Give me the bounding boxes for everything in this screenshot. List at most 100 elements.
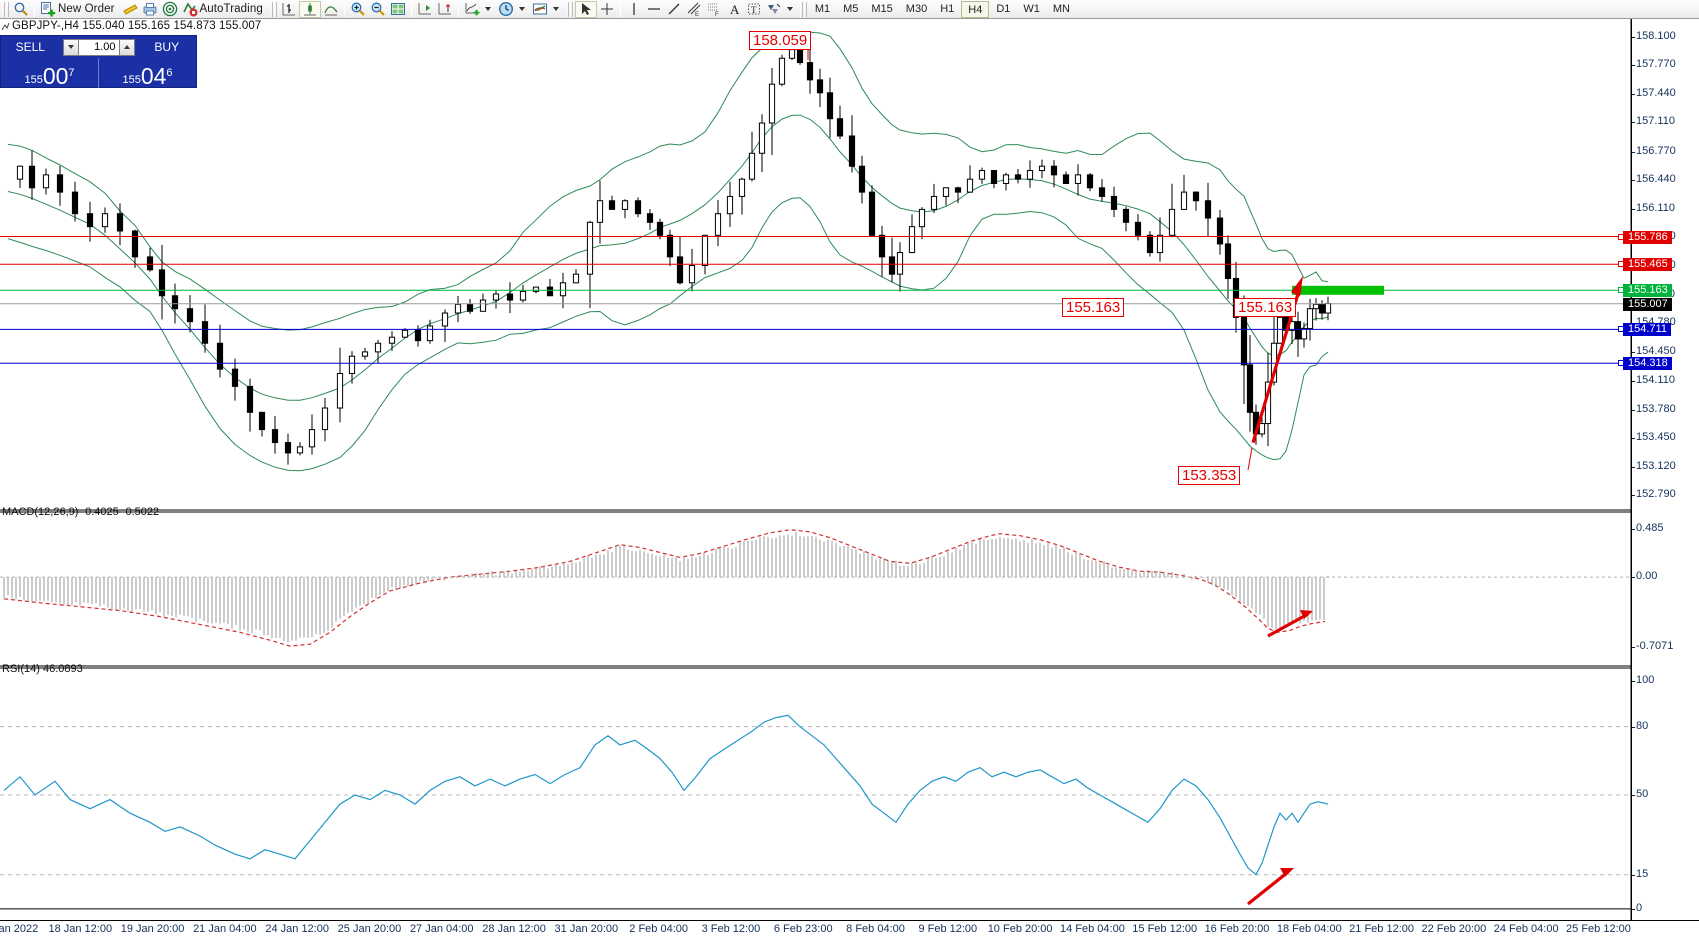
toolbar-separator-5 (619, 1, 621, 17)
price-level-label-resistance[interactable]: 155.786 (1618, 230, 1672, 244)
chevron-down-icon-2[interactable] (518, 7, 525, 11)
price-level-label-resistance[interactable]: 155.465 (1618, 258, 1672, 272)
buy-button[interactable]: BUY (137, 36, 196, 58)
time-tick: 18 Feb 04:00 (1276, 923, 1342, 935)
navigator-icon[interactable] (160, 1, 180, 18)
price-level-value: 154.711 (1628, 323, 1667, 336)
horizontal-line-button[interactable] (644, 1, 664, 18)
bollinger-middle-band (7, 114, 1329, 401)
price-tick: 154.110 (1632, 374, 1675, 387)
new-order-button[interactable]: New Order (38, 1, 120, 18)
candlestick-chart-button[interactable] (298, 0, 321, 18)
price-level-label-target[interactable]: 155.163 (1618, 284, 1672, 298)
cursor-tool-button[interactable] (574, 0, 597, 18)
trendline-button[interactable] (664, 1, 684, 18)
price-tick: 157.440 (1632, 86, 1676, 99)
level-handle[interactable] (1618, 233, 1624, 240)
price-level-label-support[interactable]: 154.711 (1618, 323, 1671, 337)
level-handle[interactable] (1618, 360, 1624, 367)
rsi-scale-tick: 80 (1631, 719, 1649, 732)
timeframe-mn-button[interactable]: MN (1052, 2, 1070, 15)
annotation-swing-high[interactable]: 158.059 (749, 31, 812, 50)
chevron-down-icon-4[interactable] (786, 7, 793, 11)
time-tick: 6 Feb 23:00 (773, 923, 833, 935)
timeframe-group: M1 M5 M15 M30 H1 H4 D1 W1 MN (809, 0, 1076, 18)
time-tick: 24 Jan 12:00 (265, 923, 329, 935)
time-scale[interactable]: 17 Jan 2022 18 Jan 12:00 19 Jan 20:00 21 Ja… (0, 920, 1699, 939)
time-tick: 9 Feb 12:00 (918, 923, 978, 935)
fibonacci-button[interactable]: F (704, 1, 724, 18)
timeframe-h1-button[interactable]: H1 (940, 2, 955, 15)
annotation-target-right[interactable]: 155.163 (1234, 298, 1297, 317)
vertical-line-button[interactable] (624, 1, 644, 18)
templates-button[interactable] (530, 1, 564, 18)
period-button[interactable] (496, 1, 530, 18)
bullish-arrow-rsi (1247, 870, 1289, 906)
toolbar-grip-3[interactable] (565, 1, 573, 17)
time-tick: 19 Jan 20:00 (120, 923, 185, 935)
volume-stepper[interactable]: 1.00 (59, 36, 138, 58)
macd-scale-tick: -0.7071 (1631, 639, 1674, 652)
data-window-icon[interactable] (140, 1, 160, 18)
time-tick: 14 Feb 04:00 (1059, 923, 1125, 935)
add-indicator-button[interactable] (462, 1, 496, 18)
volume-input[interactable]: 1.00 (78, 38, 119, 56)
open-chart-icon[interactable] (11, 1, 31, 18)
zoom-in-button[interactable] (348, 1, 368, 18)
annotation-target-mid[interactable]: 155.163 (1062, 298, 1125, 317)
bar-chart-button[interactable] (279, 1, 299, 18)
line-chart-button[interactable] (321, 1, 341, 18)
level-handle[interactable] (1618, 287, 1624, 294)
time-tick: 25 Feb 12:00 (1566, 923, 1631, 935)
add-indicator-icon (464, 1, 480, 17)
toolbar-grip-4[interactable] (799, 1, 807, 17)
timeframe-w1-button[interactable]: W1 (1023, 2, 1040, 15)
crosshair-tool-button[interactable] (597, 1, 617, 18)
svg-text:T: T (751, 5, 757, 15)
timeframe-h4-button[interactable]: H4 (961, 0, 990, 18)
candlestick-chart-icon (302, 1, 318, 17)
buy-price[interactable]: 155 04 6 (99, 58, 196, 88)
toolbar-separator-3 (410, 1, 412, 17)
sell-price-pip: 7 (68, 67, 75, 79)
timeframe-m15-button[interactable]: M15 (871, 2, 893, 15)
volume-decrement-button[interactable] (62, 38, 79, 56)
level-handle[interactable] (1618, 261, 1624, 268)
level-handle[interactable] (1618, 326, 1624, 333)
timeframe-d1-button[interactable]: D1 (996, 2, 1011, 15)
market-watch-icon[interactable] (120, 1, 140, 18)
target-zone-highlight[interactable] (1292, 285, 1384, 295)
chevron-down-icon[interactable] (484, 7, 491, 11)
time-tick: 31 Jan 20:00 (554, 923, 619, 935)
timeframe-m5-button[interactable]: M5 (843, 2, 859, 15)
annotation-swing-low[interactable]: 153.353 (1178, 466, 1241, 485)
tile-windows-button[interactable] (388, 1, 408, 18)
price-level-label-current-price[interactable]: 155.007 (1623, 297, 1672, 311)
tile-windows-icon (390, 1, 406, 17)
price-tick: 157.110 (1632, 115, 1675, 128)
zoom-out-button[interactable] (368, 1, 388, 18)
timeframe-m30-button[interactable]: M30 (905, 2, 928, 15)
shapes-button[interactable] (764, 1, 798, 18)
autotrading-button[interactable]: AutoTrading (180, 1, 268, 18)
sell-price[interactable]: 155 00 7 (1, 58, 98, 88)
sell-button[interactable]: SELL (1, 36, 60, 58)
timeframe-m1-button[interactable]: M1 (814, 2, 831, 15)
chart-shift-button[interactable] (415, 1, 435, 18)
text-tool-button[interactable]: A (724, 1, 744, 18)
price-scale[interactable]: 158.100 157.770 157.440 157.110 156.770 156.4… (1618, 19, 1699, 920)
price-level-label-support[interactable]: 154.318 (1618, 357, 1672, 371)
volume-increment-button[interactable] (118, 38, 135, 56)
price-level-value: 155.163 (1628, 284, 1668, 297)
auto-scroll-button[interactable] (435, 1, 455, 18)
crosshair-icon (599, 1, 615, 17)
time-tick: 2 Feb 04:00 (629, 923, 688, 935)
equidistant-channel-button[interactable]: E (684, 1, 704, 18)
toolbar-grip[interactable] (2, 1, 9, 17)
price-level-value: 155.007 (1628, 297, 1668, 310)
chevron-down-icon-3[interactable] (552, 7, 559, 11)
toolbar-grip-2[interactable] (269, 1, 277, 17)
text-label-button[interactable]: T (744, 1, 764, 18)
